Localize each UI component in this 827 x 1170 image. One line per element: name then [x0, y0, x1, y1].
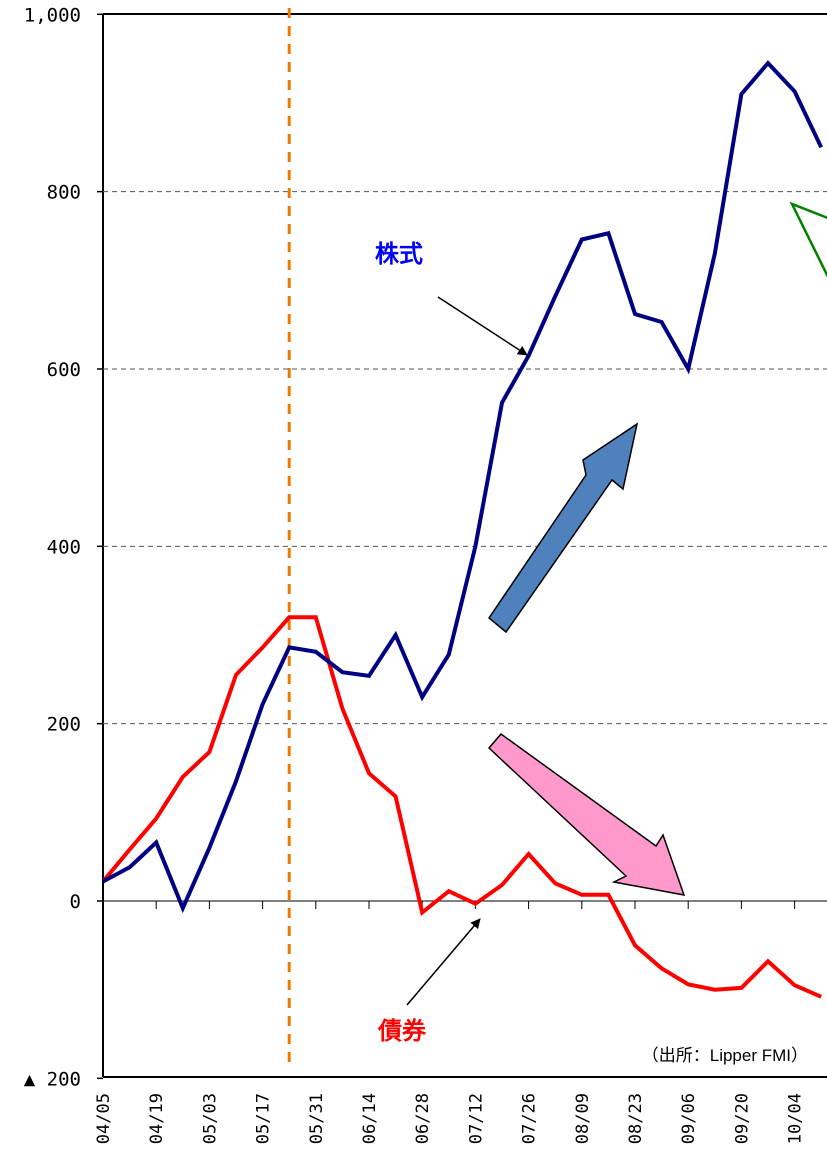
pink-down-arrow	[487, 732, 686, 896]
x-tick-label: 04/19	[147, 1093, 167, 1144]
x-tick-label: 04/05	[94, 1093, 114, 1144]
x-tick-label: 05/31	[307, 1093, 327, 1144]
y-tick-label: ▲ 200	[24, 1068, 81, 1090]
source-note: （出所：Lipper FMI）	[642, 1046, 808, 1065]
series-label-bond: 債券	[377, 1017, 427, 1045]
y-tick-labels: 1,000 800 600 400 200 0 ▲ 200	[24, 4, 103, 1090]
x-tick-label: 05/03	[200, 1093, 220, 1144]
x-tick-label: 08/09	[573, 1093, 593, 1144]
zero-axis	[102, 900, 827, 909]
y-tick-label: 800	[47, 182, 81, 204]
series-lines	[103, 60, 824, 999]
series-line-bond	[103, 615, 822, 999]
series-label-stock: 株式	[375, 240, 423, 268]
y-tick-label: 1,000	[24, 4, 81, 26]
gridlines	[103, 191, 827, 725]
y-tick-label: 600	[47, 359, 81, 381]
x-tick-label: 06/28	[413, 1093, 433, 1144]
blue-up-arrow	[487, 422, 639, 634]
x-tick-label: 08/23	[626, 1093, 646, 1144]
x-tick-labels: 04/05 04/19 05/03 05/17 05/31 06/14 06/28 07/12…	[94, 1093, 806, 1144]
x-tick-label: 07/26	[520, 1093, 540, 1144]
bond-callout-leader	[406, 918, 481, 1006]
y-tick-label: 0	[70, 891, 81, 913]
stock-callout-leader	[437, 296, 528, 356]
green-arrow-partial	[789, 201, 827, 278]
y-tick-label: 400	[47, 536, 81, 558]
x-tick-label: 05/17	[254, 1093, 274, 1144]
x-tick-label: 07/12	[466, 1093, 486, 1144]
x-tick-label: 09/20	[732, 1093, 752, 1144]
x-tick-label: 06/14	[360, 1093, 380, 1144]
x-tick-label: 10/04	[786, 1093, 806, 1144]
y-tick-label: 200	[47, 714, 81, 736]
series-line-stock	[103, 60, 824, 914]
x-tick-label: 09/06	[679, 1093, 699, 1144]
